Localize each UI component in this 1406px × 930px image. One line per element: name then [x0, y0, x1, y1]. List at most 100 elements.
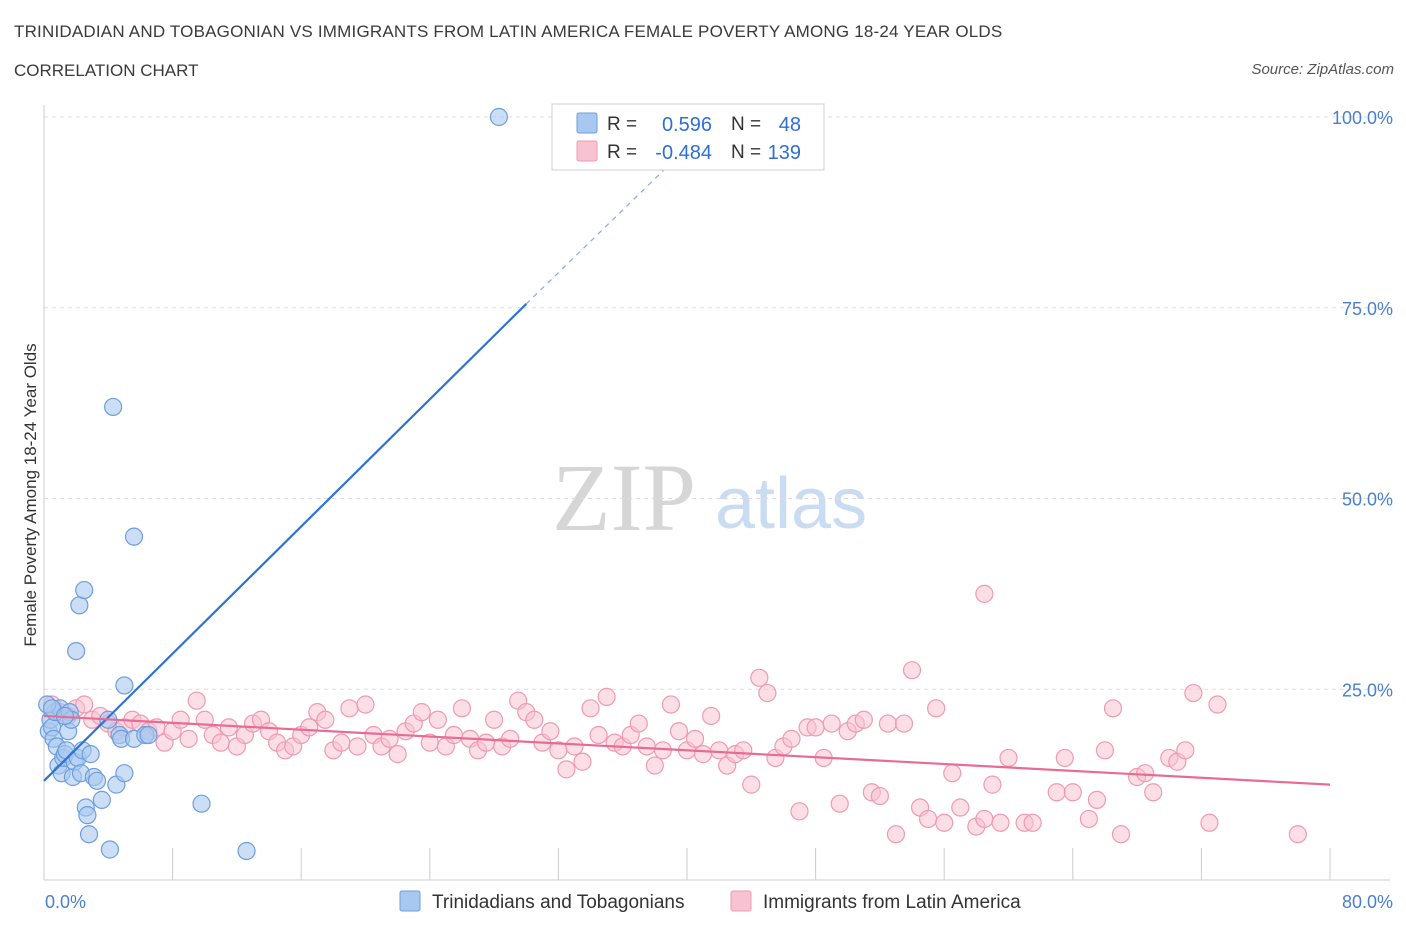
blue-point [139, 725, 158, 745]
blue-point [115, 676, 134, 695]
pink-point [501, 729, 520, 748]
pink-point [581, 699, 600, 718]
pink-trend-line [43, 714, 1331, 786]
y-tick-label: 25.0% [1342, 680, 1393, 700]
chart-subtitle: CORRELATION CHART [14, 61, 199, 80]
pink-point [428, 710, 447, 729]
blue-trend-line [43, 303, 528, 782]
pink-point [541, 722, 560, 741]
bottom-legend-label-pink: Immigrants from Latin America [763, 892, 1021, 913]
watermark: ZIP atlas [552, 444, 867, 551]
blue-point [100, 840, 120, 859]
pink-point [782, 729, 801, 748]
legend-r-value-1: 0.596 [662, 114, 712, 136]
x-tick-label-min: 0.0% [45, 892, 86, 912]
pink-point [629, 714, 648, 733]
pink-point [943, 764, 962, 783]
pink-point [573, 752, 592, 771]
blue-point [81, 745, 100, 764]
pink-point [919, 809, 938, 829]
pink-point [1111, 825, 1131, 844]
pink-point [1055, 748, 1074, 768]
pink-point [380, 729, 399, 748]
pink-series-points [42, 584, 1307, 844]
pink-point [645, 756, 664, 775]
source-label: Source: ZipAtlas.com [1251, 61, 1394, 78]
legend-n-label-1: N = [731, 114, 761, 135]
pink-point [356, 695, 375, 714]
blue-point [78, 806, 97, 825]
pink-point [693, 745, 713, 764]
pink-point [1047, 783, 1066, 802]
pink-point [1176, 741, 1195, 760]
pink-point [332, 733, 351, 752]
pink-point [710, 741, 729, 760]
y-axis-label: Female Poverty Among 18-24 Year Olds [21, 343, 40, 646]
pink-point [1208, 695, 1227, 714]
pink-point [557, 760, 576, 779]
series-legend: Trinidadians and Tobagonians Immigrants … [399, 890, 1021, 913]
pink-point [999, 748, 1018, 768]
blue-point [237, 841, 256, 861]
blue-point [115, 764, 134, 783]
pink-point [1136, 764, 1155, 783]
blue-trend-extension [525, 147, 688, 305]
legend-swatch-blue [576, 112, 598, 134]
y-tick-label: 75.0% [1342, 299, 1393, 319]
pink-point [525, 710, 544, 729]
y-tick-label: 50.0% [1342, 490, 1393, 510]
pink-point [589, 725, 608, 745]
pink-point [388, 745, 407, 764]
pink-point [991, 813, 1010, 832]
blue-point [75, 580, 94, 600]
pink-point [1184, 683, 1203, 703]
pink-point [1144, 783, 1163, 802]
pink-point [1079, 809, 1098, 829]
watermark-atlas: atlas [715, 464, 867, 544]
legend-r-label-1: R = [607, 114, 637, 135]
pink-point [1087, 790, 1107, 809]
pink-point [983, 775, 1002, 794]
pink-point [340, 699, 359, 718]
pink-point [444, 725, 464, 745]
blue-point [92, 790, 111, 809]
legend-n-label-2: N = [731, 142, 761, 163]
pink-point [1095, 741, 1115, 760]
chart-title: TRINIDADIAN AND TOBAGONIAN VS IMMIGRANTS… [14, 22, 1003, 41]
legend-r-value-2: -0.484 [655, 142, 712, 164]
blue-point [192, 794, 211, 813]
blue-point [67, 641, 86, 661]
pink-point [830, 794, 849, 813]
bottom-legend-label-blue: Trinidadians and Tobagonians [432, 892, 684, 913]
pink-point [702, 706, 721, 726]
pink-point [187, 691, 206, 710]
pink-point [219, 718, 238, 737]
legend-swatch-pink [576, 140, 598, 162]
pink-point [734, 741, 753, 760]
pink-point [412, 703, 431, 722]
legend-n-value-1: 48 [779, 114, 801, 136]
blue-point [104, 397, 123, 417]
bottom-legend-swatch-blue [399, 890, 421, 912]
blue-point [489, 107, 509, 127]
trend-lines [43, 147, 1331, 786]
blue-point [87, 771, 107, 790]
legend-r-label-2: R = [607, 142, 637, 163]
pink-point [750, 668, 769, 687]
pink-point [1023, 813, 1042, 832]
pink-point [742, 775, 761, 794]
pink-point [171, 710, 190, 729]
pink-point [637, 737, 656, 756]
pink-point [597, 687, 616, 706]
pink-point [902, 661, 922, 680]
pink-point [894, 714, 914, 733]
bottom-legend-swatch-pink [730, 890, 752, 912]
pink-point [935, 813, 954, 832]
correlation-legend: R = 0.596 N = 48 R = -0.484 N = 139 [551, 103, 825, 171]
pink-point [927, 699, 946, 718]
pink-point [316, 710, 335, 729]
pink-point [758, 683, 777, 703]
watermark-zip: ZIP [552, 444, 696, 551]
pink-point [975, 584, 994, 603]
pink-point [75, 695, 94, 714]
